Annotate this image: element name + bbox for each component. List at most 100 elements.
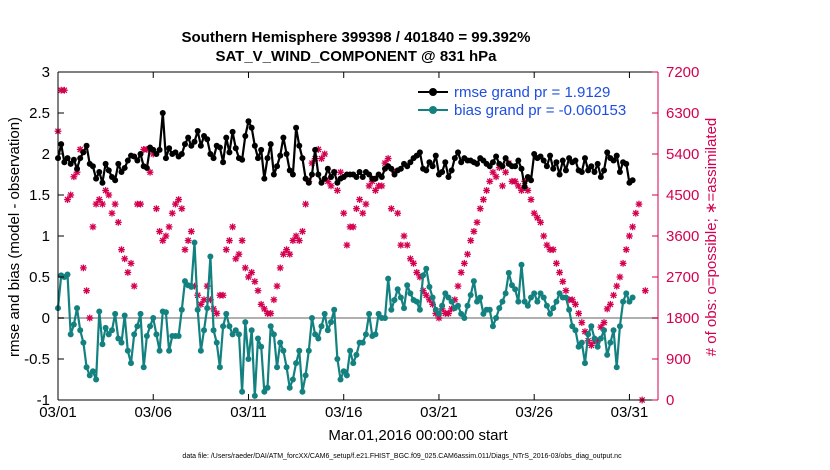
bias-point (293, 360, 300, 367)
obs-marker-stroke (239, 237, 246, 244)
obs-marker-stroke (486, 178, 493, 185)
bias-point (594, 343, 601, 350)
obs-marker-stroke (108, 210, 115, 217)
bias-point (375, 310, 382, 317)
bias-point (543, 302, 550, 309)
bias-point (134, 323, 141, 330)
obs-marker (92, 200, 100, 208)
obs-marker (187, 228, 195, 235)
bias-point (426, 283, 433, 290)
obs-marker (606, 300, 614, 308)
obs-marker-stroke (372, 187, 379, 194)
obs-marker (527, 196, 535, 203)
rmse-point (407, 159, 414, 166)
obs-marker (89, 223, 97, 231)
rmse-point (131, 153, 138, 160)
obs-marker-stroke (578, 319, 585, 326)
rmse-point (397, 165, 404, 172)
obs-marker (270, 296, 278, 304)
obs-marker (464, 250, 471, 258)
rmse-point (594, 160, 601, 167)
obs-marker-stroke (581, 328, 588, 335)
obs-marker-stroke (499, 182, 506, 189)
obs-marker-stroke (213, 310, 220, 317)
rmse-point (80, 149, 87, 156)
obs-marker (340, 209, 348, 217)
obs-marker (267, 310, 275, 317)
obs-marker (273, 282, 281, 290)
obs-marker-stroke (356, 196, 363, 203)
x-axis-label: Mar.01,2016 00:00:00 start (328, 427, 508, 444)
bias-point (239, 388, 246, 395)
rmse-point (372, 175, 379, 182)
bias-point (232, 327, 239, 334)
obs-marker-stroke (96, 196, 103, 203)
bias-point (77, 327, 84, 334)
obs-marker-stroke (137, 201, 144, 208)
bias-point (553, 298, 560, 305)
y-tick-label: 1 (42, 228, 50, 245)
rmse-point (629, 177, 636, 184)
obs-marker (353, 205, 360, 213)
obs-marker (572, 300, 579, 308)
obs-marker-stroke (559, 278, 566, 285)
bias-point (181, 278, 188, 285)
bias-point (274, 364, 281, 371)
bias-point (581, 360, 588, 367)
bias-point (131, 331, 138, 338)
y2-tick-label: 7200 (666, 64, 699, 81)
rmse-point (416, 149, 423, 156)
obs-marker (626, 232, 633, 240)
obs-marker-stroke (286, 251, 293, 258)
bias-point (366, 310, 373, 317)
obs-marker (165, 223, 173, 231)
obs-marker-stroke (635, 201, 642, 208)
obs-marker-stroke (115, 219, 122, 226)
bias-point (423, 265, 430, 272)
rmse-point (207, 151, 214, 157)
rmse-point (366, 171, 373, 178)
bias-point (86, 372, 93, 379)
obs-marker (102, 187, 110, 194)
y2-tick-label: 1800 (666, 310, 699, 327)
rmse-point (99, 179, 106, 186)
obs-marker (406, 255, 414, 263)
obs-marker-stroke (153, 205, 160, 212)
bias-point (121, 312, 128, 319)
obs-marker-stroke (299, 228, 306, 235)
obs-marker-stroke (575, 310, 582, 317)
bias-point (178, 306, 185, 313)
bias-point (620, 298, 627, 305)
rmse-point (474, 160, 481, 167)
bias-point (588, 323, 595, 330)
obs-marker (387, 205, 395, 213)
obs-marker (175, 196, 183, 203)
bias-point (216, 364, 223, 371)
obs-marker (156, 228, 163, 235)
obs-marker (114, 218, 122, 226)
obs-marker (530, 209, 538, 217)
rmse-point (93, 175, 100, 182)
obs-marker-stroke (254, 287, 262, 294)
bias-point (201, 327, 208, 334)
obs-marker-stroke (242, 264, 249, 271)
rmse-point (61, 159, 68, 166)
x-tick-label: 03/21 (420, 404, 458, 421)
obs-marker-stroke (121, 255, 128, 262)
obs-marker (289, 237, 297, 244)
obs-marker-stroke (407, 255, 414, 262)
rmse-point (210, 155, 217, 162)
obs-marker-stroke (159, 237, 166, 244)
bias-point (210, 327, 217, 334)
rmse-point (489, 159, 496, 166)
obs-marker (232, 255, 240, 263)
obs-marker-stroke (483, 187, 490, 194)
obs-marker (613, 282, 621, 290)
legend: rmse grand pr = 1.9129 bias grand pr = -… (412, 79, 652, 125)
obs-marker (629, 223, 637, 231)
obs-marker-stroke (89, 223, 96, 230)
bias-point (550, 305, 557, 312)
bias-point (556, 290, 563, 297)
bias-point (467, 292, 474, 299)
rmse-point (274, 163, 281, 170)
